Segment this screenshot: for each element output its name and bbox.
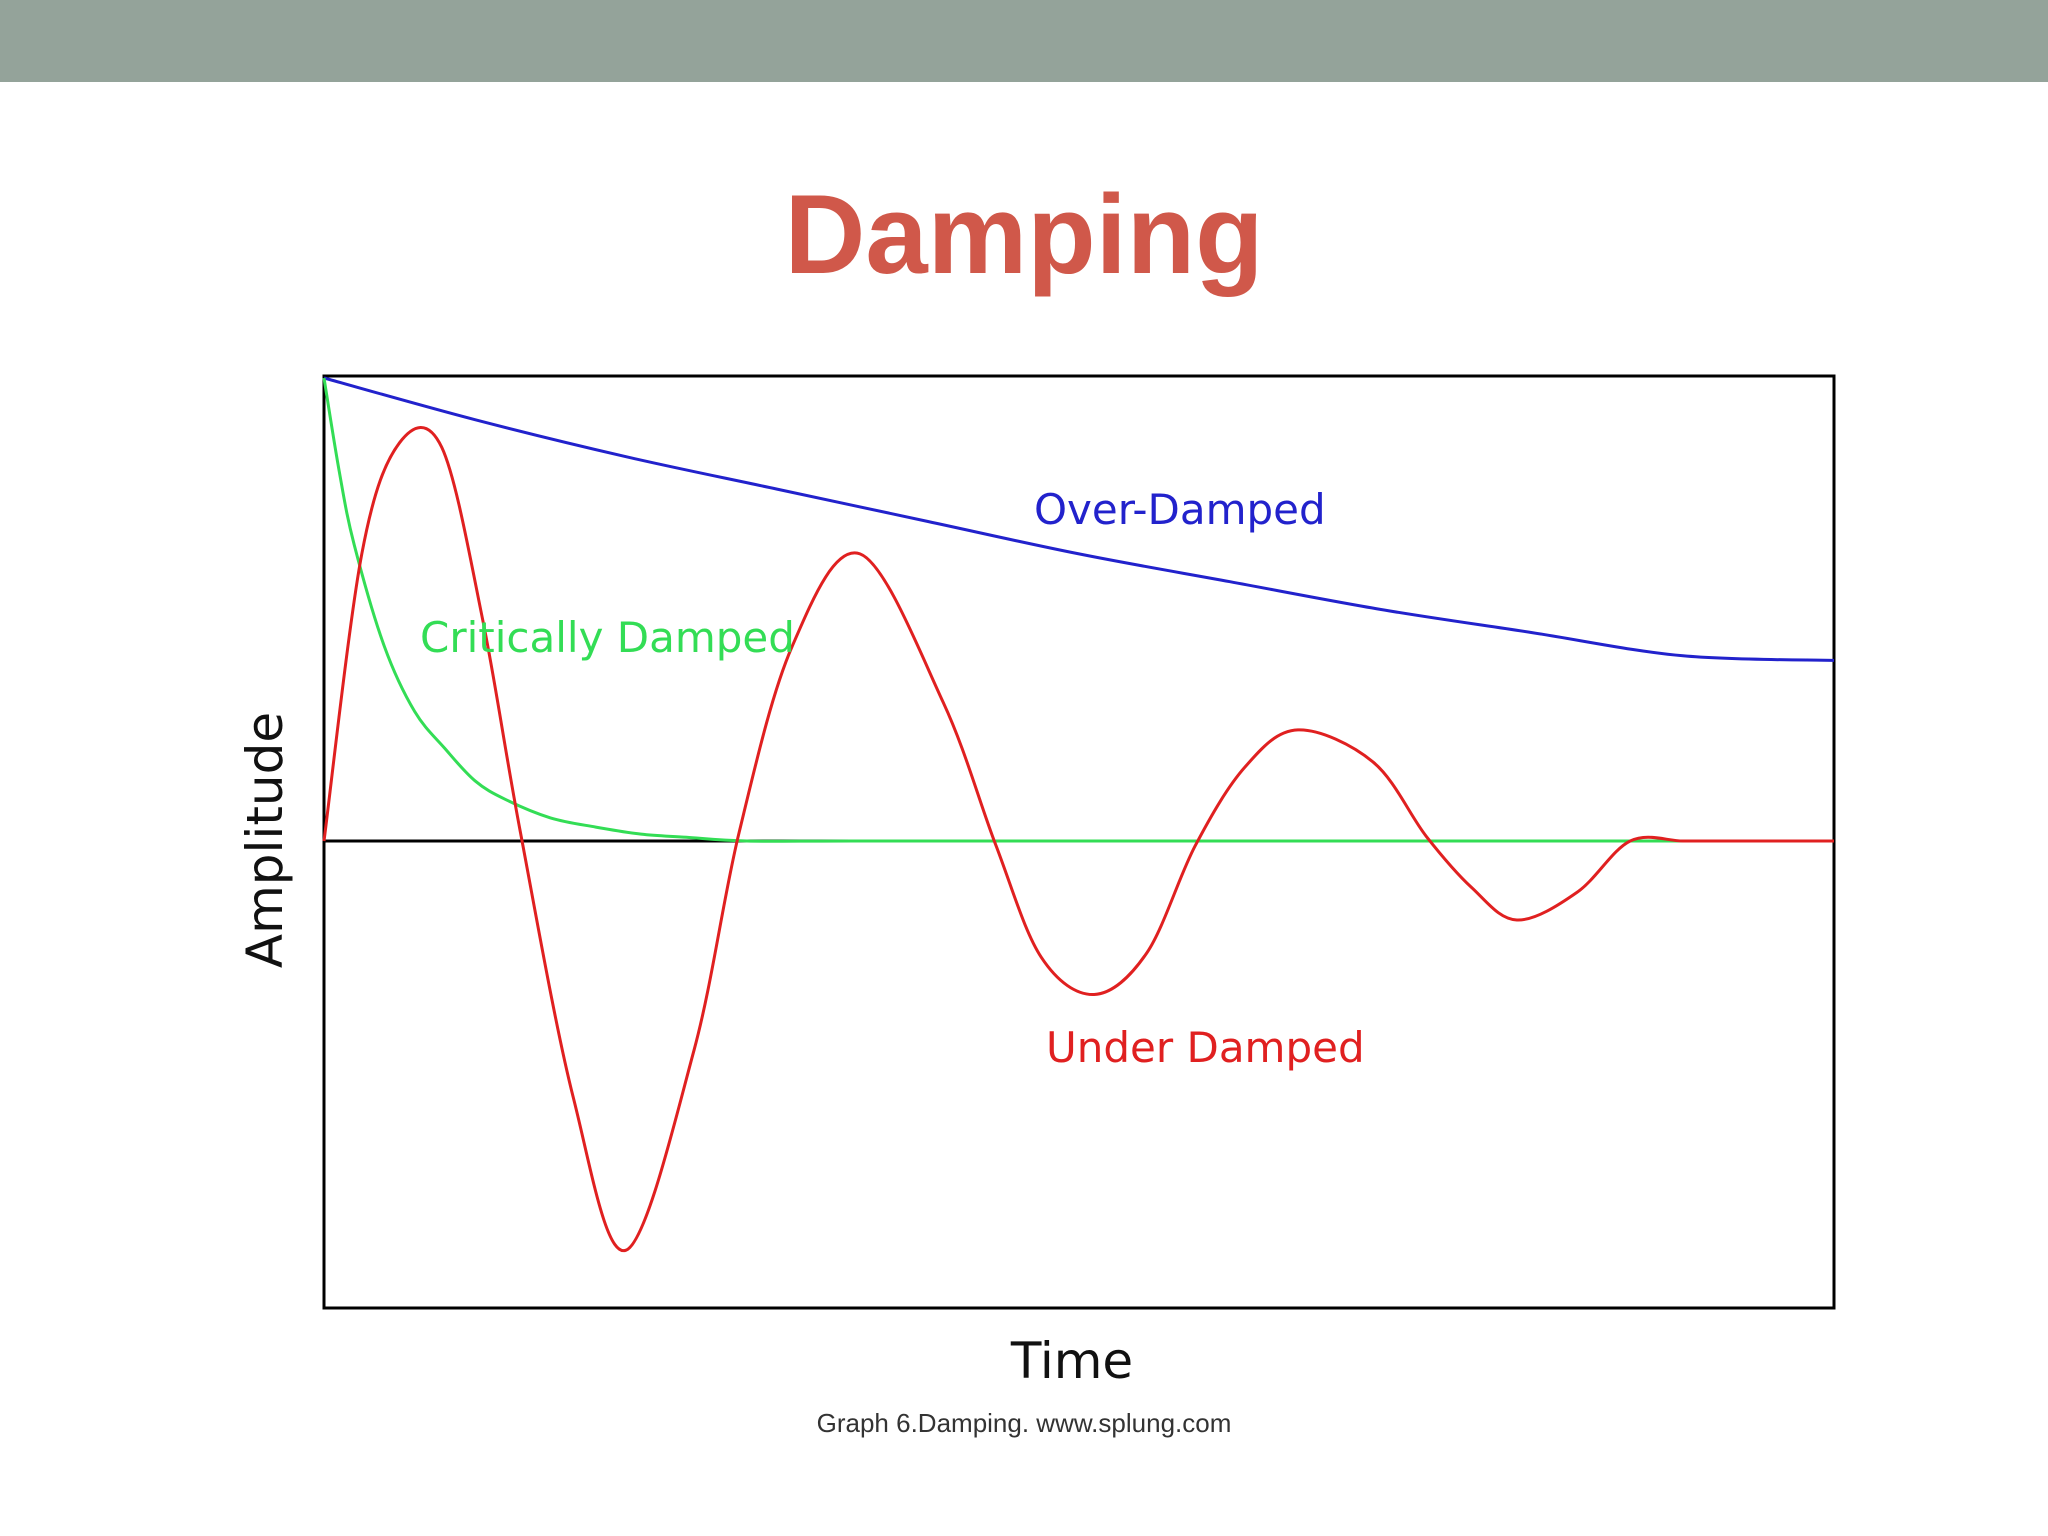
slide-title: Damping [784, 172, 1264, 297]
series-layer [322, 376, 1835, 1252]
slide-header-band [0, 0, 2048, 82]
under-damped-label: Under Damped [1046, 1023, 1365, 1072]
series-line-critically-damped [322, 377, 1834, 843]
x-axis-label: Time [1010, 1332, 1133, 1390]
series-line-over-damped [323, 376, 1835, 662]
critically-damped-label: Critically Damped [420, 613, 795, 662]
over-damped-label: Over-Damped [1034, 485, 1326, 534]
series-line-under-damped [322, 426, 1834, 1252]
figure-caption: Graph 6.Damping. www.splung.com [816, 1408, 1232, 1438]
y-axis-label: Amplitude [236, 712, 294, 968]
